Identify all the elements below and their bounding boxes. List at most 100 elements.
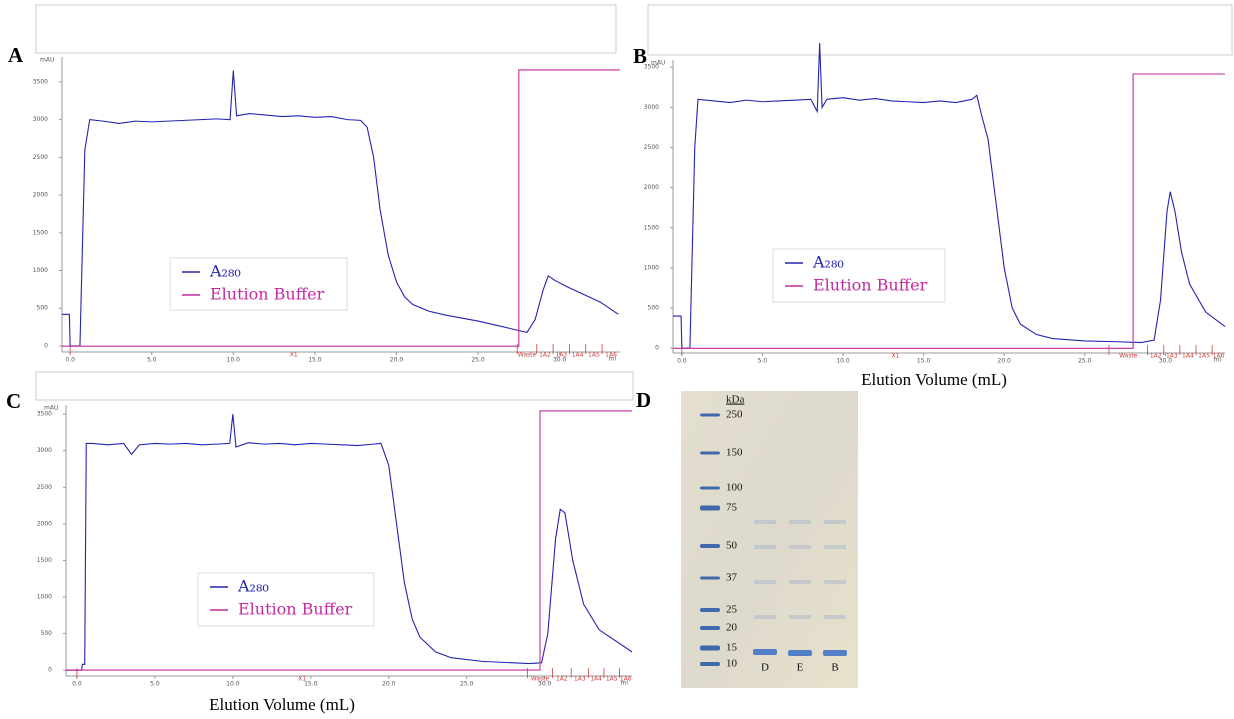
y-tick-label: 2000 [33, 192, 48, 199]
panel-letter: C [6, 389, 21, 413]
fraction-label: 1A5 [606, 676, 618, 683]
faint-band [824, 545, 846, 549]
y-tick-label: 500 [37, 305, 49, 312]
y-tick-label: 1000 [37, 594, 52, 601]
faint-band [754, 615, 776, 619]
faint-band [789, 520, 811, 524]
legend-label: A₂₈₀ [237, 577, 269, 596]
faint-band [754, 520, 776, 524]
marker-label: 250 [726, 409, 743, 421]
marker-band [700, 626, 720, 630]
y-tick-label: 0 [655, 345, 659, 352]
x-tick-label: 15.0 [917, 358, 931, 365]
y-tick-label: 1000 [33, 267, 48, 274]
x-tick-label: 10.0 [226, 681, 240, 688]
y-tick-label: 2000 [37, 520, 52, 527]
marker-label: 75 [726, 502, 738, 514]
y-tick-label: 2500 [37, 484, 52, 491]
y-tick-label: 3500 [644, 64, 659, 71]
y-tick-label: 1500 [37, 557, 52, 564]
marker-band [700, 645, 720, 651]
fraction-label: 1A2 [539, 352, 551, 359]
x-tick-label: 5.0 [758, 358, 768, 365]
marker-label: 100 [726, 482, 743, 494]
sample-band [788, 650, 812, 656]
legend-label: A₂₈₀ [209, 262, 241, 281]
gel-image [681, 391, 858, 688]
y-tick-label: 3000 [33, 116, 48, 123]
fraction-label: 1A6 [605, 352, 617, 359]
fraction-label: 1A3 [574, 676, 586, 683]
x-tick-label: 5.0 [147, 357, 157, 364]
fraction-label: 1A3 [1166, 353, 1178, 360]
fraction-label: 1A6 [620, 676, 632, 683]
series-line [673, 43, 1226, 349]
lane-label: E [797, 662, 804, 674]
series-line [62, 69, 620, 347]
legend-label: Elution Buffer [238, 600, 353, 619]
y-axis-label: mAU [44, 405, 58, 412]
marker-label: 150 [726, 447, 743, 459]
fraction-label: X1 [891, 353, 899, 360]
x-tick-label: 25.0 [471, 357, 485, 364]
y-tick-label: 0 [48, 667, 52, 674]
x-tick-label: 30.0 [553, 357, 567, 364]
faint-band [789, 580, 811, 584]
fraction-label: 1A6 [1213, 353, 1225, 360]
y-tick-label: 3500 [33, 78, 48, 85]
x-tick-label: 20.0 [390, 357, 404, 364]
fraction-label: 1A4 [572, 352, 584, 359]
x-tick-label: 15.0 [308, 357, 322, 364]
marker-band [700, 662, 720, 666]
y-tick-label: 2000 [644, 184, 659, 191]
x-tick-label: 20.0 [998, 358, 1012, 365]
lane-label: D [761, 662, 769, 674]
header-box [35, 371, 634, 401]
y-tick-label: 1500 [644, 224, 659, 231]
marker-band [700, 608, 720, 612]
fraction-label: Waste [531, 676, 550, 683]
y-tick-label: 3000 [37, 447, 52, 454]
y-tick-label: 2500 [33, 154, 48, 161]
fraction-label: 1A4 [1182, 353, 1194, 360]
x-tick-label: 0.0 [65, 357, 75, 364]
marker-label: 37 [726, 572, 738, 584]
marker-label: 25 [726, 604, 738, 616]
x-unit-label: ml [620, 680, 628, 687]
x-tick-label: 30.0 [538, 681, 552, 688]
series-line [62, 70, 619, 347]
series-line [673, 73, 1225, 349]
y-tick-label: 0 [44, 342, 48, 349]
fraction-label: 1A4 [590, 676, 602, 683]
header-box [35, 4, 617, 54]
y-tick-label: 1000 [644, 264, 659, 271]
faint-band [824, 615, 846, 619]
legend-box [197, 572, 375, 627]
x-tick-label: 5.0 [150, 681, 160, 688]
fraction-label: X1 [298, 676, 306, 683]
header-box [647, 4, 1233, 56]
marker-label: 50 [726, 540, 738, 552]
legend-box [169, 257, 348, 311]
x-axis-title: Elution Volume (mL) [861, 370, 1007, 389]
y-tick-label: 3500 [37, 411, 52, 418]
legend-box [772, 248, 946, 303]
sample-band [753, 649, 777, 655]
fraction-label: X1 [290, 352, 298, 359]
x-tick-label: 0.0 [677, 358, 687, 365]
marker-band [700, 413, 720, 417]
faint-band [789, 545, 811, 549]
x-tick-label: 15.0 [304, 681, 318, 688]
fraction-label: Waste [518, 352, 537, 359]
faint-band [824, 520, 846, 524]
gel-unit: kDa [726, 394, 744, 406]
fraction-label: 1A2 [556, 676, 568, 683]
y-tick-label: 1500 [33, 229, 48, 236]
marker-band [700, 544, 720, 548]
fraction-label: 1A5 [1198, 353, 1210, 360]
faint-band [824, 580, 846, 584]
x-tick-label: 25.0 [460, 681, 474, 688]
x-tick-label: 30.0 [1159, 358, 1173, 365]
marker-label: 20 [726, 622, 738, 634]
